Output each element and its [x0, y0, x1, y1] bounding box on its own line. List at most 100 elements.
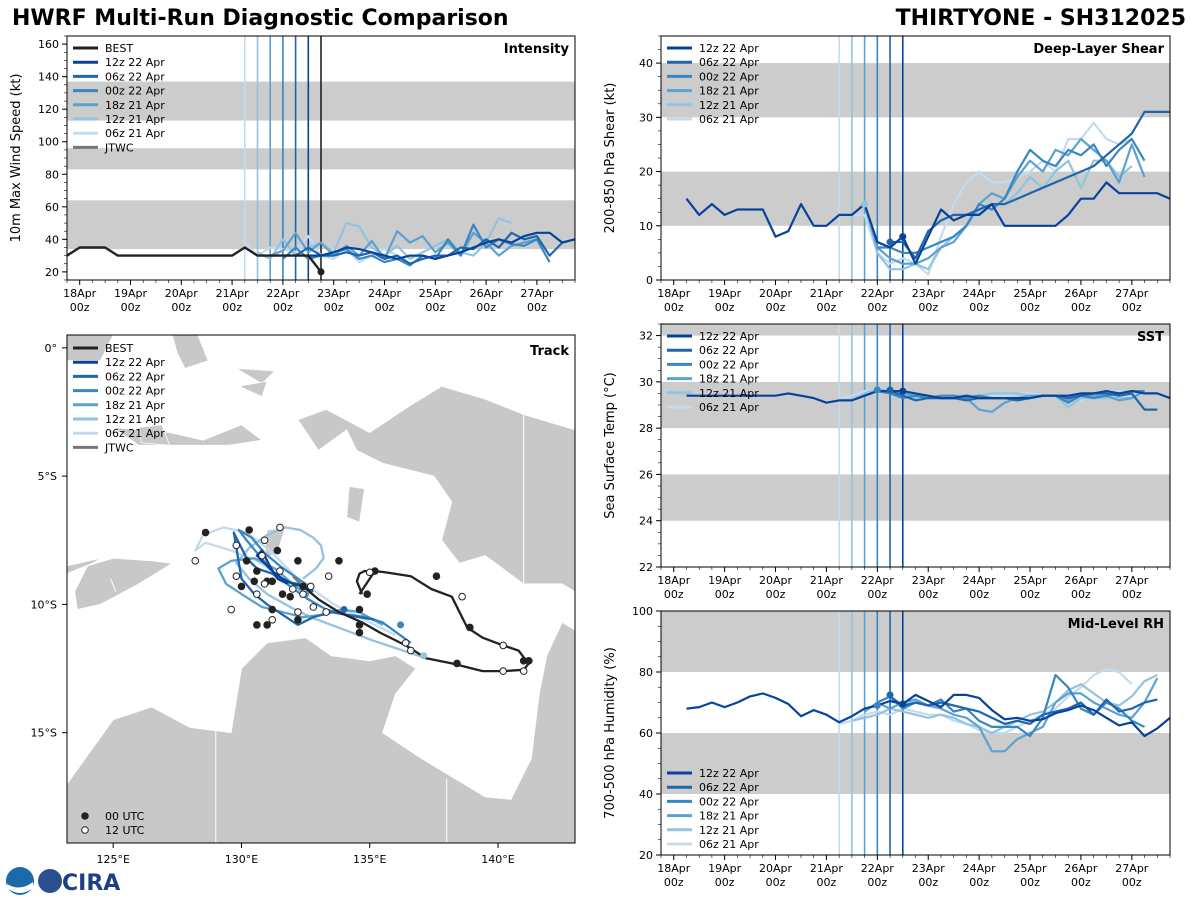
- land-aru: [346, 485, 366, 523]
- sst-xtick-sublabel: 00z: [918, 588, 938, 601]
- land-flores: [67, 557, 101, 575]
- shear-xtick-sublabel: 00z: [918, 301, 938, 314]
- globe-icon: [38, 869, 62, 893]
- track-map: [67, 335, 575, 843]
- track-legend-label-best: BEST: [105, 342, 133, 355]
- track-marker-12z-21-apr: [420, 652, 428, 660]
- track-point-12utc: [499, 667, 507, 675]
- shear-xtick-label: 25Apr: [1014, 287, 1048, 300]
- track-frame: [66, 334, 576, 844]
- sst-legend-label-12z-22-apr: 12z 22 Apr: [699, 330, 759, 343]
- rh-legend-label-06z-22-apr: 06z 22 Apr: [699, 781, 759, 794]
- logo-text: CIRA: [62, 871, 120, 896]
- shear-legend-label-00z-22-apr: 00z 22 Apr: [699, 70, 759, 83]
- shear-xtick-label: 27Apr: [1115, 287, 1149, 300]
- sst-ytick-label: 26: [639, 468, 653, 481]
- track-ytick-label: 0°: [45, 342, 58, 355]
- rh-xtick-label: 23Apr: [912, 862, 946, 875]
- intensity-xtick-sublabel: 00z: [121, 301, 141, 314]
- land-buru: [138, 424, 171, 446]
- rh-xtick-sublabel: 00z: [715, 876, 735, 889]
- intensity-xtick-label: 26Apr: [470, 287, 504, 300]
- sst-ytick-label: 24: [639, 515, 653, 528]
- rh-series-00z-22-apr: [876, 673, 1145, 738]
- intensity-title: Intensity: [504, 42, 570, 57]
- track-panel: 125°E 130°E 135°E 140°E 0° 5°S 10°S 15°S Track BE…: [31, 334, 576, 866]
- intensity-xtick-sublabel: 00z: [171, 301, 191, 314]
- track-ytick-label: 15°S: [31, 727, 57, 740]
- shear-xtick-sublabel: 00z: [766, 301, 786, 314]
- rh-ytick-label: 100: [632, 605, 653, 618]
- intensity-series-18z-21-apr: [269, 230, 538, 260]
- shear-xtick-label: 19Apr: [708, 287, 742, 300]
- sst-xtick-sublabel: 00z: [1122, 588, 1142, 601]
- shear-band: [661, 63, 1170, 118]
- shear-xtick-sublabel: 00z: [969, 301, 989, 314]
- intensity-legend-label-00z-22-apr: 00z 22 Apr: [105, 85, 165, 98]
- track-legend-label-06z-21-apr: 06z 21 Apr: [105, 427, 165, 440]
- track-marker-06z-22-apr: [340, 606, 348, 614]
- sst-ytick-label: 32: [639, 330, 653, 343]
- intensity-ytick-label: 160: [38, 38, 59, 51]
- rh-xtick-label: 26Apr: [1064, 862, 1098, 875]
- border-timor: [110, 578, 117, 592]
- sst-legend-label-06z-22-apr: 06z 22 Apr: [699, 344, 759, 357]
- shear-ytick-label: 30: [639, 111, 653, 124]
- track-point-00utc: [355, 605, 364, 614]
- track-legend-label-00z-22-apr: 00z 22 Apr: [105, 385, 165, 398]
- sst-series-06z-22-apr: [889, 390, 1158, 411]
- rh-xtick-label: 25Apr: [1014, 862, 1048, 875]
- shear-title: Deep-Layer Shear: [1033, 42, 1164, 57]
- rh-title: Mid-Level RH: [1068, 617, 1164, 632]
- rh-xtick-sublabel: 00z: [918, 876, 938, 889]
- track-point-00utc: [263, 621, 271, 629]
- intensity-series-12z-22-apr: [308, 231, 575, 260]
- track-point-12utc: [365, 568, 374, 577]
- sst-xtick-sublabel: 00z: [817, 588, 837, 601]
- shear-legend-label-12z-21-apr: 12z 21 Apr: [699, 99, 759, 112]
- track-point-00utc: [453, 659, 461, 668]
- track-point-12utc: [258, 551, 266, 560]
- rh-series-18z-21-apr: [863, 677, 1159, 753]
- land-timor: [74, 557, 174, 610]
- rh-marker-00z-22-apr: [873, 702, 881, 710]
- intensity-xtick-label: 25Apr: [419, 287, 453, 300]
- sst-legend-label-06z-21-apr: 06z 21 Apr: [699, 401, 759, 414]
- shear-xtick-label: 22Apr: [861, 287, 895, 300]
- track-title: Track: [530, 344, 569, 359]
- track-point-12utc: [519, 667, 528, 675]
- intensity-legend-label-06z-21-apr: 06z 21 Apr: [105, 127, 165, 140]
- shear-ytick-label: 10: [639, 220, 653, 233]
- sst-xtick-label: 25Apr: [1014, 574, 1048, 587]
- shear-xtick-sublabel: 00z: [867, 301, 887, 314]
- rh-band: [661, 611, 1170, 672]
- track-marker-legend-dot-12-utc: [81, 826, 89, 834]
- rh-legend-label-12z-22-apr: 12z 22 Apr: [699, 767, 759, 780]
- track-point-12utc: [268, 615, 277, 624]
- track-point-12utc: [458, 592, 466, 601]
- rh-xtick-label: 19Apr: [708, 862, 742, 875]
- sst-xtick-label: 21Apr: [810, 574, 844, 587]
- shear-xtick-sublabel: 00z: [664, 301, 684, 314]
- shear-series-12z-22-apr: [685, 181, 1170, 265]
- track-point-12utc: [253, 590, 261, 598]
- sst-ytick-label: 28: [639, 422, 653, 435]
- sst-xtick-sublabel: 00z: [1020, 588, 1040, 601]
- sst-marker-06z-22-apr: [886, 386, 894, 394]
- intensity-ytick-label: 40: [45, 233, 59, 246]
- land-australia: [67, 621, 575, 843]
- rh-xtick-sublabel: 00z: [817, 876, 837, 889]
- shear-legend-label-06z-21-apr: 06z 21 Apr: [699, 113, 759, 126]
- track-xtick-label: 140°E: [481, 853, 514, 866]
- rh-legend-label-06z-21-apr: 06z 21 Apr: [699, 838, 759, 851]
- sst-legend-label-00z-22-apr: 00z 22 Apr: [699, 358, 759, 371]
- sst-xtick-label: 22Apr: [861, 574, 895, 587]
- track-point-00utc: [355, 621, 364, 629]
- sst-xtick-sublabel: 00z: [715, 588, 735, 601]
- track-point-00utc: [299, 582, 307, 591]
- intensity-ytick-label: 20: [45, 266, 59, 279]
- track-point-12utc: [401, 639, 410, 647]
- track-marker-legend-dot-00-utc: [81, 812, 89, 820]
- track-point-12utc: [260, 536, 269, 545]
- intensity-xtick-sublabel: 00z: [476, 301, 496, 314]
